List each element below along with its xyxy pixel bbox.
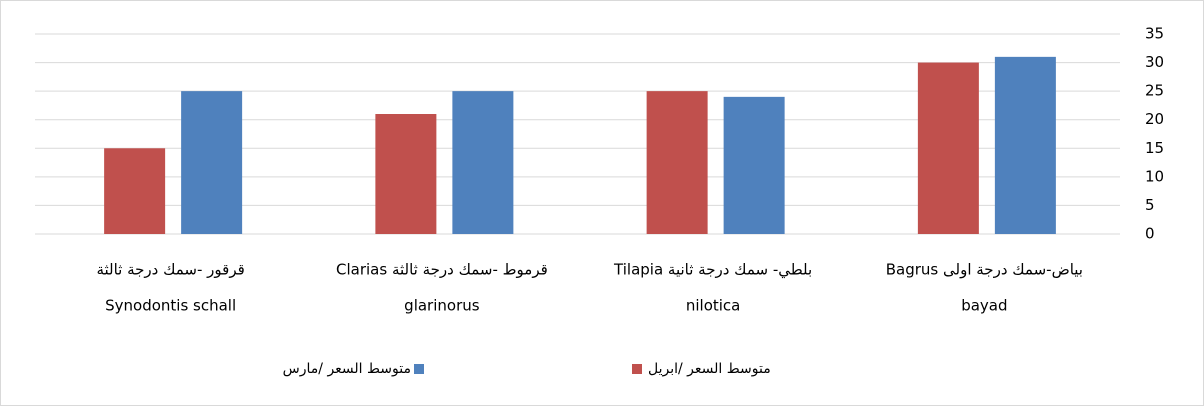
legend-swatch <box>414 364 424 374</box>
bar <box>104 148 166 234</box>
bar <box>181 91 243 235</box>
legend-swatch <box>632 364 642 374</box>
y-tick-label: 20 <box>1145 110 1164 128</box>
x-tick-label: bayad <box>961 297 1007 315</box>
y-tick-label: 5 <box>1145 196 1155 214</box>
y-tick-label: 10 <box>1145 167 1164 185</box>
x-tick-label: nilotica <box>686 297 741 315</box>
bar <box>646 91 708 235</box>
y-tick-label: 35 <box>1145 25 1164 43</box>
bar <box>723 96 785 234</box>
bar <box>452 91 514 235</box>
y-tick-label: 25 <box>1145 82 1164 100</box>
x-tick-label: Synodontis schall <box>105 297 236 315</box>
x-tick-label: قرموط -سمك درجة ثالثة Clarias <box>336 261 548 279</box>
x-tick-label: بلطي- سمك درجة ثانية Tilapia <box>613 261 812 280</box>
y-tick-label: 0 <box>1145 225 1155 243</box>
bar <box>917 62 979 235</box>
x-tick-label: glarinorus <box>404 297 480 315</box>
bar <box>994 56 1056 234</box>
legend-label: متوسط السعر /مارس <box>283 361 411 377</box>
legend-label: متوسط السعر /ابريل <box>648 361 771 377</box>
bar <box>375 114 437 234</box>
y-tick-label: 15 <box>1145 139 1164 157</box>
x-tick-label: بياض-سمك درجة اولى Bagrus <box>886 261 1083 279</box>
y-tick-label: 30 <box>1145 53 1164 71</box>
x-tick-label: قرقور -سمك درجة ثالثة <box>96 261 244 279</box>
